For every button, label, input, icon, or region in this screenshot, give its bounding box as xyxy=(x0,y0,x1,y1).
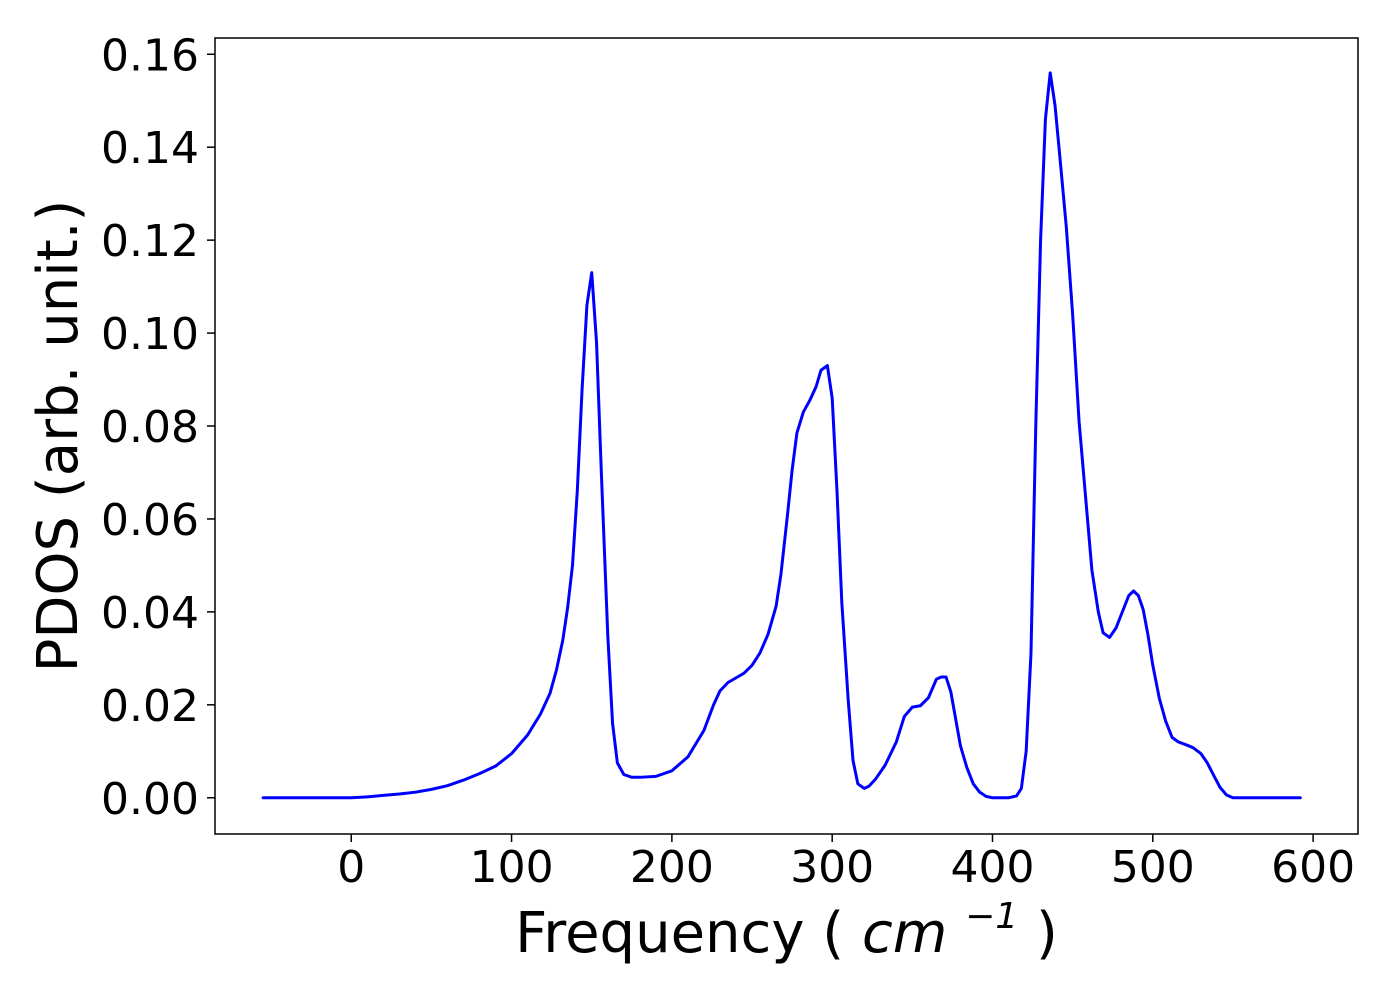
y-tick-label: 0.08 xyxy=(101,402,199,453)
y-tick-label: 0.16 xyxy=(101,30,199,81)
x-tick-label: 100 xyxy=(470,842,554,893)
y-axis-ticks: 0.00 0.02 0.04 0.06 0.08 0.10 0.12 0.14 0.16 xyxy=(101,30,215,825)
x-tick-label: 0 xyxy=(337,842,365,893)
x-axis-title-text: Frequency xyxy=(515,901,804,966)
x-axis-title-paren-open: ( xyxy=(822,901,844,966)
x-axis-unit-base: cm xyxy=(862,901,947,966)
y-tick-label: 0.06 xyxy=(101,495,199,546)
y-tick-label: 0.14 xyxy=(101,123,199,174)
plot-area xyxy=(214,37,1359,835)
x-axis-unit-exponent: −1 xyxy=(965,896,1018,937)
x-tick-label: 300 xyxy=(790,842,874,893)
y-tick-label: 0.12 xyxy=(101,216,199,267)
x-axis-title: Frequency ( cm −1 ) xyxy=(515,877,1058,966)
y-tick-label: 0.04 xyxy=(101,588,199,639)
y-tick-label: 0.02 xyxy=(101,681,199,732)
x-axis-ticks: 0 100 200 300 400 500 600 xyxy=(337,834,1355,893)
x-tick-label: 200 xyxy=(630,842,714,893)
x-tick-label: 400 xyxy=(951,842,1035,893)
plot-frame xyxy=(214,37,1359,835)
x-tick-label: 500 xyxy=(1111,842,1195,893)
x-axis-title-paren-close: ) xyxy=(1036,901,1058,966)
y-tick-label: 0.00 xyxy=(101,774,199,825)
y-axis-title: PDOS (arb. unit.) xyxy=(26,200,91,673)
y-tick-label: 0.10 xyxy=(101,309,199,360)
x-tick-label: 600 xyxy=(1271,842,1355,893)
pdos-series-line xyxy=(261,71,1302,800)
